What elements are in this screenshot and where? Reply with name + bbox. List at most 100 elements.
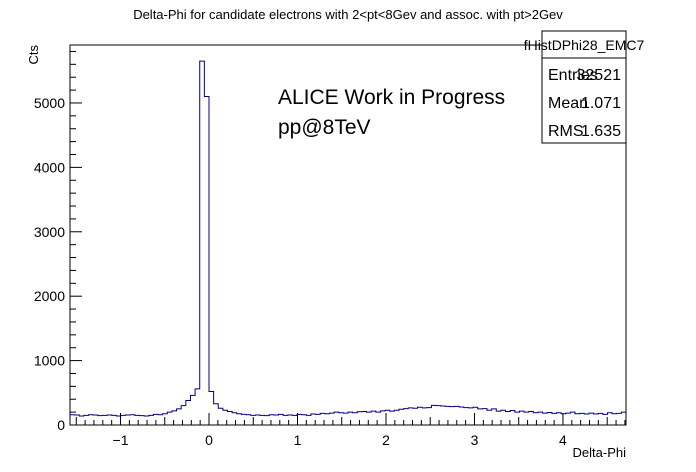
- histogram-bin: [529, 411, 534, 425]
- histogram-bin: [167, 412, 172, 425]
- histogram-bin: [98, 416, 103, 425]
- histogram-bin: [422, 408, 427, 425]
- histogram-bin: [228, 411, 233, 425]
- x-axis: −1 0 1 2 3 4: [75, 413, 626, 448]
- stats-box: fHistDPhi28_EMC7 Entries 32521 Mean 1.07…: [524, 30, 645, 144]
- y-axis: 0 1000 2000 3000 4000 5000: [34, 50, 82, 433]
- histogram-bin: [607, 413, 612, 425]
- x-tick-label: 4: [559, 432, 567, 448]
- y-tick-label: 3000: [34, 224, 65, 240]
- histogram-bin: [265, 416, 270, 425]
- histogram-bin: [399, 409, 404, 425]
- histogram-bin: [130, 415, 135, 425]
- annotation-line-1: ALICE Work in Progress: [278, 86, 505, 109]
- histogram-bin: [487, 410, 492, 425]
- histogram-bin: [325, 414, 330, 425]
- histogram-bin: [144, 416, 149, 425]
- histogram-bin: [496, 411, 501, 425]
- histogram-bin: [343, 413, 348, 425]
- stats-entries-value: 32521: [577, 67, 622, 84]
- histogram-bin: [339, 413, 344, 425]
- histogram-bin: [79, 416, 84, 425]
- histogram-bin: [181, 406, 186, 425]
- x-tick-label: 1: [294, 432, 302, 448]
- histogram-bin: [112, 415, 117, 425]
- histogram-bin: [89, 415, 94, 425]
- stats-mean-value: 1.071: [581, 95, 621, 112]
- histogram-bin: [279, 414, 284, 425]
- annotation-line-2: pp@8TeV: [278, 116, 371, 139]
- histogram-bin: [195, 389, 200, 425]
- histogram-bin: [441, 406, 446, 425]
- stats-box-frame: [541, 30, 627, 144]
- histogram-bin: [459, 407, 464, 425]
- histogram-bin: [149, 415, 154, 425]
- plot-frame: [69, 44, 627, 426]
- histogram-bin: [241, 414, 246, 425]
- stats-entries-label: Entries: [548, 67, 598, 84]
- histogram-bin: [519, 411, 524, 425]
- histogram-bin: [566, 413, 571, 425]
- histogram-bin: [362, 411, 367, 425]
- histogram-bin: [283, 415, 288, 425]
- histogram-bin: [84, 415, 89, 425]
- x-tick-label: 0: [205, 432, 213, 448]
- histogram-bin: [200, 61, 205, 425]
- histogram-bin: [246, 415, 251, 425]
- stats-rms-value: 1.635: [581, 123, 621, 140]
- histogram-bin: [380, 411, 385, 425]
- histogram-bin: [135, 415, 140, 425]
- histogram-bin: [292, 415, 297, 425]
- histogram-bin: [255, 415, 260, 425]
- histogram-bin: [413, 408, 418, 425]
- x-tick-label: 2: [382, 432, 390, 448]
- y-tick-label: 2000: [34, 288, 65, 304]
- histogram-bin: [306, 415, 311, 425]
- x-tick-label: 3: [471, 432, 479, 448]
- stats-box-name: fHistDPhi28_EMC7: [524, 37, 645, 53]
- histogram-bin: [570, 412, 575, 425]
- histogram-bin: [218, 408, 223, 425]
- histogram-bin: [371, 411, 376, 425]
- histogram-bin: [598, 413, 603, 425]
- histogram-bin: [232, 413, 237, 425]
- histogram-bin: [353, 413, 358, 425]
- histogram-bin: [594, 414, 599, 425]
- histogram-bin: [302, 415, 307, 425]
- stats-rms-label: RMS: [548, 123, 584, 140]
- histogram-bin: [172, 411, 177, 425]
- histogram-bin: [334, 412, 339, 425]
- histogram-bin: [75, 415, 80, 425]
- histogram-bin: [473, 407, 478, 425]
- histogram-bin: [158, 415, 163, 425]
- y-tick-label: 1000: [34, 353, 65, 369]
- y-axis-title: Cts: [26, 45, 41, 65]
- histogram-bin: [316, 414, 321, 425]
- histogram-bin: [107, 415, 112, 425]
- histogram-bin: [533, 413, 538, 425]
- histogram-bin: [510, 411, 515, 425]
- histogram-bin: [404, 409, 409, 425]
- histogram-bin: [376, 412, 381, 425]
- histogram-line: [70, 60, 626, 417]
- histogram-bin: [177, 409, 182, 425]
- histogram-bin: [70, 415, 75, 425]
- histogram-bin: [501, 410, 506, 425]
- histogram-bin: [464, 408, 469, 425]
- histogram-bin: [478, 409, 483, 425]
- histogram-bin: [468, 408, 473, 425]
- y-tick-label: 5000: [34, 95, 65, 111]
- histogram-bin: [269, 415, 274, 425]
- histogram-bin: [538, 412, 543, 425]
- histogram-bin: [557, 413, 562, 425]
- histogram-bin: [436, 406, 441, 425]
- histogram-bin: [450, 407, 455, 425]
- histogram-bin: [209, 392, 214, 425]
- stats-mean-label: Mean: [548, 95, 588, 112]
- histogram-bin: [274, 415, 279, 425]
- x-tick-label: −1: [113, 432, 129, 448]
- y-tick-label: 4000: [34, 159, 65, 175]
- histogram-bin: [237, 414, 242, 425]
- histogram-bin: [140, 416, 145, 425]
